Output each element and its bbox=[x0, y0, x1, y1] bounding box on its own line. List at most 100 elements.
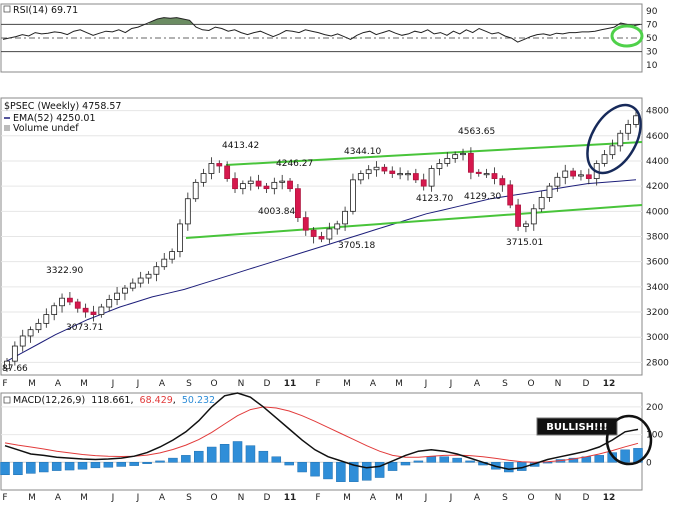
candle bbox=[90, 305, 97, 322]
candle-up bbox=[633, 115, 639, 125]
price-label: 4413.42 bbox=[222, 141, 259, 151]
candle bbox=[216, 160, 223, 173]
candle-down bbox=[302, 217, 309, 231]
macd-signal-line bbox=[4, 406, 639, 463]
macd-hist-bar bbox=[426, 456, 437, 463]
candle bbox=[523, 220, 529, 233]
candle-up bbox=[35, 322, 42, 331]
candle bbox=[224, 161, 231, 182]
candle-down bbox=[507, 184, 514, 206]
candle-down bbox=[232, 178, 238, 190]
candle-up bbox=[397, 173, 404, 176]
candle-up bbox=[530, 208, 537, 225]
x-tick-label: A bbox=[370, 493, 377, 503]
x-tick-label: F bbox=[2, 379, 7, 389]
bullish-label-box bbox=[536, 417, 618, 436]
price-label: 87.66 bbox=[2, 364, 28, 374]
candle bbox=[318, 231, 325, 243]
x-tick-label: M bbox=[395, 379, 403, 389]
price-labels: 87.66 3322.90 3073.71 4413.42 4003.84 4246.27… bbox=[2, 127, 543, 374]
price-label: 4129.30 bbox=[464, 192, 501, 202]
candle bbox=[428, 165, 435, 192]
candle bbox=[129, 278, 136, 292]
candle-up bbox=[98, 306, 105, 315]
candle-up bbox=[357, 173, 364, 181]
macd-y-ticks: 0 100 200 bbox=[646, 403, 663, 468]
candle-down bbox=[263, 185, 270, 190]
candle-up bbox=[460, 152, 466, 156]
candle-up bbox=[523, 223, 529, 227]
macd-hist-bar bbox=[26, 462, 36, 474]
macd-hist-bar bbox=[620, 449, 630, 463]
x-tick-label: A bbox=[55, 493, 62, 503]
x-tick-label: A bbox=[159, 493, 166, 503]
x-tick-label: F bbox=[315, 379, 320, 389]
candle bbox=[365, 165, 372, 180]
candle bbox=[67, 292, 73, 306]
candle-up bbox=[200, 173, 207, 183]
candle-up bbox=[444, 158, 451, 164]
macd-hist-bar bbox=[349, 462, 359, 482]
candle-up bbox=[350, 179, 356, 212]
candle bbox=[483, 168, 490, 178]
price-label: 4003.84 bbox=[258, 207, 295, 217]
candle-up bbox=[247, 180, 254, 185]
candle bbox=[444, 152, 451, 167]
candle-up bbox=[436, 163, 443, 169]
candle-down bbox=[389, 170, 396, 174]
macd-hist-bar bbox=[400, 462, 411, 466]
candle bbox=[271, 177, 278, 195]
rsi-highlight-ellipse bbox=[610, 24, 644, 48]
candle bbox=[310, 227, 317, 244]
candle-down bbox=[499, 178, 506, 186]
x-tick-label: N bbox=[238, 379, 245, 389]
macd-hist-bar bbox=[77, 462, 88, 470]
rsi-frame bbox=[0, 3, 643, 73]
candle bbox=[460, 148, 466, 161]
candle-up bbox=[373, 166, 380, 171]
candle-up bbox=[106, 299, 113, 308]
candle-up bbox=[11, 345, 18, 362]
macd-hist-bar bbox=[568, 457, 579, 463]
candle-up bbox=[153, 266, 160, 275]
macd-hist-bar bbox=[323, 462, 333, 480]
candle-up bbox=[114, 292, 120, 300]
candle-down bbox=[287, 180, 293, 190]
candle bbox=[617, 130, 624, 152]
candle-down bbox=[570, 170, 576, 177]
price-tick-label: 4200 bbox=[646, 182, 669, 192]
macd-line bbox=[4, 392, 639, 470]
rsi-y-ticks: 10 30 50 70 90 bbox=[646, 7, 658, 71]
x-tick-label: S bbox=[186, 379, 192, 389]
x-tick-label: S bbox=[502, 379, 508, 389]
macd-hist-bar bbox=[219, 444, 230, 463]
price-label: 3715.01 bbox=[506, 238, 543, 248]
price-label: 3705.18 bbox=[338, 241, 375, 251]
candle bbox=[137, 271, 144, 288]
macd-hist-bar bbox=[142, 462, 152, 464]
macd-panel: 0 100 200 MACD(12,26,9) 118.661, 68.429, 5… bbox=[0, 392, 663, 491]
candle-up bbox=[334, 223, 341, 230]
candle-up bbox=[405, 173, 411, 176]
x-tick-label: N bbox=[238, 493, 245, 503]
candle bbox=[397, 167, 404, 180]
x-tick-label: J bbox=[136, 379, 140, 389]
candle bbox=[287, 177, 293, 192]
candle-up bbox=[51, 305, 58, 315]
candle bbox=[357, 170, 364, 185]
candle bbox=[114, 286, 120, 306]
candle-up bbox=[554, 176, 561, 187]
candle bbox=[381, 164, 388, 175]
candle bbox=[35, 318, 42, 333]
candle bbox=[177, 219, 183, 258]
candle bbox=[74, 298, 81, 313]
x-tick-label: O bbox=[527, 379, 534, 389]
candle-down bbox=[475, 171, 482, 174]
macd-hist-bar bbox=[504, 462, 514, 473]
macd-hist-bar bbox=[129, 462, 139, 466]
volume-legend-swatch bbox=[4, 125, 10, 131]
candle-down bbox=[255, 180, 262, 187]
price-label: 4246.27 bbox=[276, 159, 313, 169]
candle-down bbox=[82, 307, 89, 313]
